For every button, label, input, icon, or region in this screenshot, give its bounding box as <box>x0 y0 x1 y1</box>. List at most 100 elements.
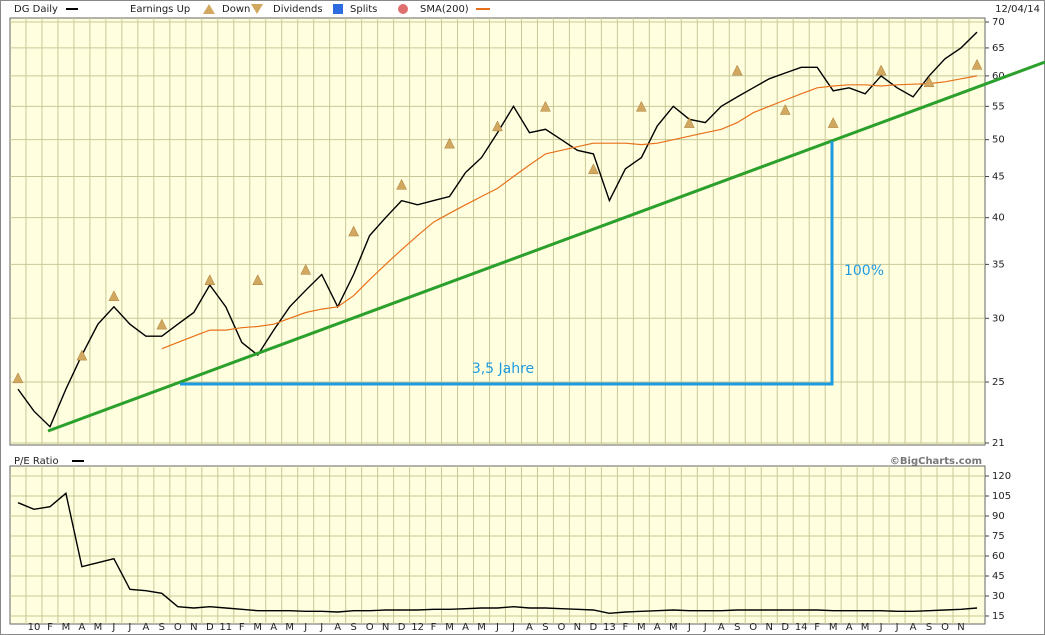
x-tick-label: M <box>62 622 71 633</box>
x-tick-label: M <box>477 622 486 633</box>
x-tick-label: M <box>861 622 870 633</box>
x-tick-label: J <box>303 622 307 633</box>
x-tick-label: M <box>637 622 646 633</box>
x-tick-label: F <box>47 622 53 633</box>
x-tick-label: J <box>895 622 899 633</box>
y-tick-label: 15 <box>992 611 1005 622</box>
x-tick-label: J <box>111 622 115 633</box>
x-tick-label: F <box>622 622 628 633</box>
earnings-marker <box>827 117 839 128</box>
legend-label: Earnings Up <box>130 4 190 15</box>
x-tick-label: S <box>159 622 165 633</box>
trend-line <box>47 60 1045 433</box>
earnings-marker <box>492 120 503 132</box>
earnings-marker <box>683 117 695 128</box>
x-tick-label: J <box>319 622 323 633</box>
legend-icon <box>251 4 263 14</box>
x-tick-label: A <box>654 622 661 633</box>
legend-label: Down <box>222 4 250 15</box>
x-tick-label: M <box>253 622 262 633</box>
earnings-marker <box>204 274 216 285</box>
x-tick-label: S <box>542 622 548 633</box>
x-tick-label: A <box>79 622 86 633</box>
y-tick-label: 55 <box>992 101 1005 112</box>
pe-panel <box>9 465 986 625</box>
earnings-marker <box>731 64 743 76</box>
earnings-marker <box>875 64 887 76</box>
x-tick-label: N <box>382 622 389 633</box>
x-tick-label: M <box>669 622 678 633</box>
legend-label: Dividends <box>273 4 323 15</box>
earnings-marker <box>252 274 264 285</box>
x-tick-label: A <box>846 622 853 633</box>
y-tick-label: 60 <box>992 71 1005 82</box>
x-tick-label: F <box>431 622 437 633</box>
earnings-marker <box>12 372 24 384</box>
date-label: 12/04/14 <box>995 4 1040 15</box>
x-tick-label: J <box>703 622 707 633</box>
x-tick-label: A <box>334 622 341 633</box>
x-tick-label: D <box>590 622 598 633</box>
line-series <box>17 492 978 615</box>
earnings-marker <box>540 100 551 112</box>
earnings-marker <box>156 318 168 330</box>
x-tick-label: A <box>462 622 469 633</box>
legend-label: DG Daily <box>14 4 58 15</box>
earnings-marker <box>923 76 935 88</box>
x-tick-label: 12 <box>411 622 424 633</box>
earnings-marker <box>348 225 360 237</box>
x-tick-label: N <box>574 622 581 633</box>
x-tick-label: O <box>749 622 757 633</box>
x-tick-label: N <box>957 622 964 633</box>
earnings-marker <box>779 103 791 115</box>
earnings-marker <box>587 163 599 175</box>
x-tick-label: 10 <box>28 622 41 633</box>
x-tick-label: A <box>910 622 917 633</box>
earnings-marker <box>76 349 88 361</box>
y-tick-label: 25 <box>992 377 1005 388</box>
earnings-marker <box>396 178 408 190</box>
x-tick-label: J <box>879 622 883 633</box>
x-tick-label: 13 <box>603 622 616 633</box>
y-tick-label: 70 <box>992 17 1005 28</box>
x-tick-label: S <box>926 622 932 633</box>
x-tick-label: D <box>781 622 789 633</box>
x-tick-label: O <box>941 622 949 633</box>
source: ©BigCharts.com <box>890 456 982 467</box>
x-tick-label: A <box>718 622 725 633</box>
y-tick-label: 30 <box>992 313 1005 324</box>
legend-icon <box>398 4 408 14</box>
x-tick-label: M <box>829 622 838 633</box>
x-tick-label: N <box>190 622 197 633</box>
legend-icon <box>203 4 215 14</box>
data <box>12 31 983 615</box>
x-tick-label: D <box>206 622 214 633</box>
legend-label: Splits <box>350 4 377 15</box>
y-tick-label: 45 <box>992 171 1005 182</box>
y-tick-label: 75 <box>992 531 1005 542</box>
earnings-marker <box>971 58 983 70</box>
x-tick-label: A <box>526 622 533 633</box>
y-tick-label: 65 <box>992 43 1005 54</box>
earnings-marker <box>300 263 312 275</box>
earnings-marker <box>635 100 647 112</box>
x-tick-label: J <box>127 622 131 633</box>
y-tick-label: 21 <box>992 438 1005 449</box>
y-tick-label: 120 <box>992 471 1011 482</box>
earnings-marker <box>444 137 455 149</box>
x-tick-label: D <box>398 622 406 633</box>
x-tick-label: M <box>445 622 454 633</box>
x-tick-label: O <box>557 622 565 633</box>
x-tick-label: N <box>765 622 772 633</box>
annotation: 3,5 Jahre <box>472 361 534 377</box>
grid: 21 25 30 35 40 45 50 55 60 65 70 15 30 45 60 75 90 105 120… <box>10 17 1011 633</box>
x-tick-label: F <box>239 622 245 633</box>
line-series <box>161 75 978 350</box>
x-tick-label: J <box>495 622 499 633</box>
x-tick-label: J <box>511 622 515 633</box>
measure-lines <box>180 141 834 386</box>
x-tick-label: A <box>270 622 277 633</box>
x-tick-label: O <box>366 622 374 633</box>
y-tick-label: 45 <box>992 571 1005 582</box>
